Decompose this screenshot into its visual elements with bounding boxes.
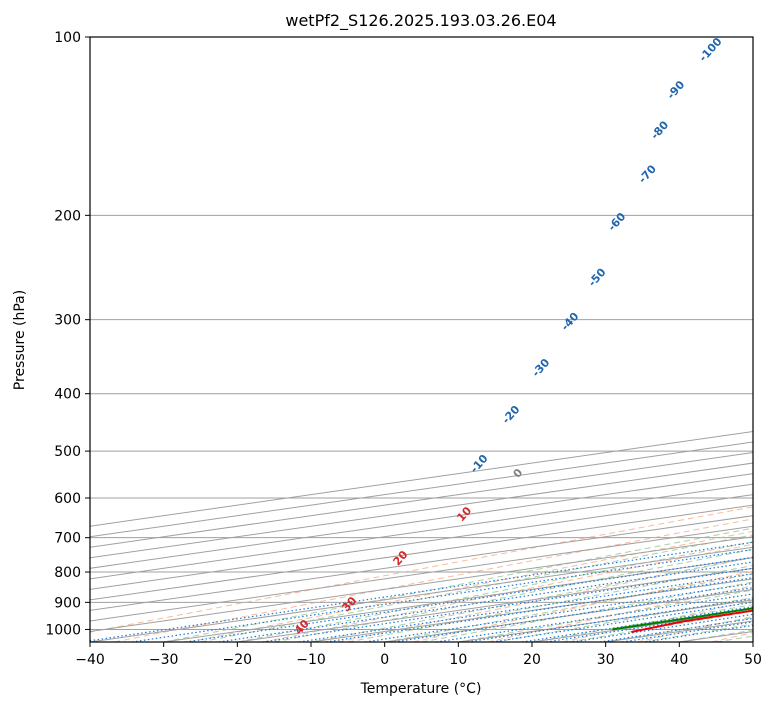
- isotherm-line: [163, 557, 753, 642]
- chart-title: wetPf2_S126.2025.193.03.26.E04: [285, 11, 556, 31]
- mixing-ratio-line: [622, 621, 753, 642]
- dry-adiabat-label: -100: [696, 35, 724, 64]
- x-tick-label: 40: [670, 652, 688, 668]
- dry-adiabat-label: 10: [454, 504, 474, 524]
- dry-adiabat-label: 0: [511, 466, 526, 481]
- y-tick-label: 300: [54, 313, 81, 329]
- skewed-isotherms: [90, 430, 753, 642]
- moist-adiabats: [163, 527, 753, 642]
- dry-adiabat-label: -70: [636, 162, 659, 186]
- dry-adiabats: [90, 506, 753, 642]
- dry-adiabat-line: [263, 543, 753, 642]
- isotherm-line: [90, 483, 753, 580]
- dry-adiabat-label: -50: [586, 266, 609, 290]
- isotherm-line: [90, 536, 753, 632]
- isotherm-line: [90, 504, 753, 601]
- moist-adiabat-line: [347, 564, 753, 642]
- x-tick-label: 0: [380, 652, 389, 668]
- plot-area: -100-90-80-70-60-50-40-30-20-10 010203040…: [90, 35, 753, 642]
- mixing-ratio-line: [90, 541, 753, 642]
- x-tick-label: −10: [296, 652, 326, 668]
- moist-adiabat-line: [605, 617, 753, 642]
- y-axis-title: Pressure (hPa): [12, 290, 28, 390]
- dry-adiabat-line: [188, 530, 753, 642]
- x-tick-label: −20: [223, 652, 253, 668]
- dry-adiabat-line: [114, 518, 753, 642]
- x-axis-ticks: −40 −30 −20 −10 0 10 20 30 40 50: [75, 642, 762, 668]
- dry-adiabat-label: -60: [605, 210, 628, 234]
- isotherm-line: [310, 578, 753, 642]
- moist-adiabat-line: [458, 589, 753, 642]
- dry-adiabat-line: [487, 585, 753, 642]
- dry-adiabat-label: -80: [648, 118, 671, 142]
- mixing-ratio-line: [394, 587, 753, 642]
- x-tick-label: 30: [597, 652, 615, 668]
- x-tick-label: −30: [149, 652, 179, 668]
- moist-adiabat-line: [384, 573, 753, 642]
- isotherm-line: [90, 462, 753, 559]
- moist-adiabat-line: [163, 527, 753, 642]
- moist-adiabat-line: [421, 581, 753, 642]
- pressure-gridlines: [90, 37, 753, 630]
- y-tick-label: 400: [54, 387, 81, 403]
- isotherm-line: [90, 525, 753, 622]
- mixing-ratio-lines: [90, 541, 753, 642]
- mixing-ratio-line: [365, 582, 753, 642]
- dry-adiabat-line: [711, 632, 753, 642]
- y-tick-label: 200: [54, 208, 81, 224]
- isotherm-line: [752, 641, 753, 642]
- x-axis-title: Temperature (°C): [360, 681, 482, 697]
- mixing-ratio-line: [326, 577, 753, 642]
- isotherm-line: [90, 473, 753, 569]
- x-tick-label: −40: [75, 652, 105, 668]
- y-tick-label: 100: [54, 30, 81, 46]
- y-tick-label: 900: [54, 595, 81, 611]
- moist-adiabat-line: [495, 597, 753, 642]
- y-tick-label: 600: [54, 491, 81, 507]
- moist-adiabat-line: [568, 610, 753, 642]
- y-tick-label: 1000: [45, 622, 81, 638]
- dry-adiabat-label: -30: [529, 356, 552, 380]
- y-tick-label: 800: [54, 565, 81, 581]
- dry-adiabat-line: [412, 570, 753, 642]
- x-tick-label: 50: [744, 652, 762, 668]
- y-tick-label: 500: [54, 444, 81, 460]
- y-tick-label: 700: [54, 531, 81, 547]
- moist-adiabat-line: [310, 556, 753, 642]
- dry-adiabat-label: -90: [664, 78, 687, 102]
- isotherm-line: [90, 494, 753, 590]
- plot-frame: [89, 36, 754, 643]
- x-tick-label: 10: [449, 652, 467, 668]
- dry-adiabat-label: -40: [559, 310, 582, 334]
- isotherm-line: [90, 452, 753, 548]
- dry-adiabat-label: -20: [500, 403, 523, 427]
- isotherm-line: [90, 515, 753, 611]
- isotherm-line: [605, 620, 753, 642]
- x-tick-label: 20: [523, 652, 541, 668]
- y-axis-ticks: 100 200 300 400 500 600 700 800 900 1000: [45, 30, 90, 638]
